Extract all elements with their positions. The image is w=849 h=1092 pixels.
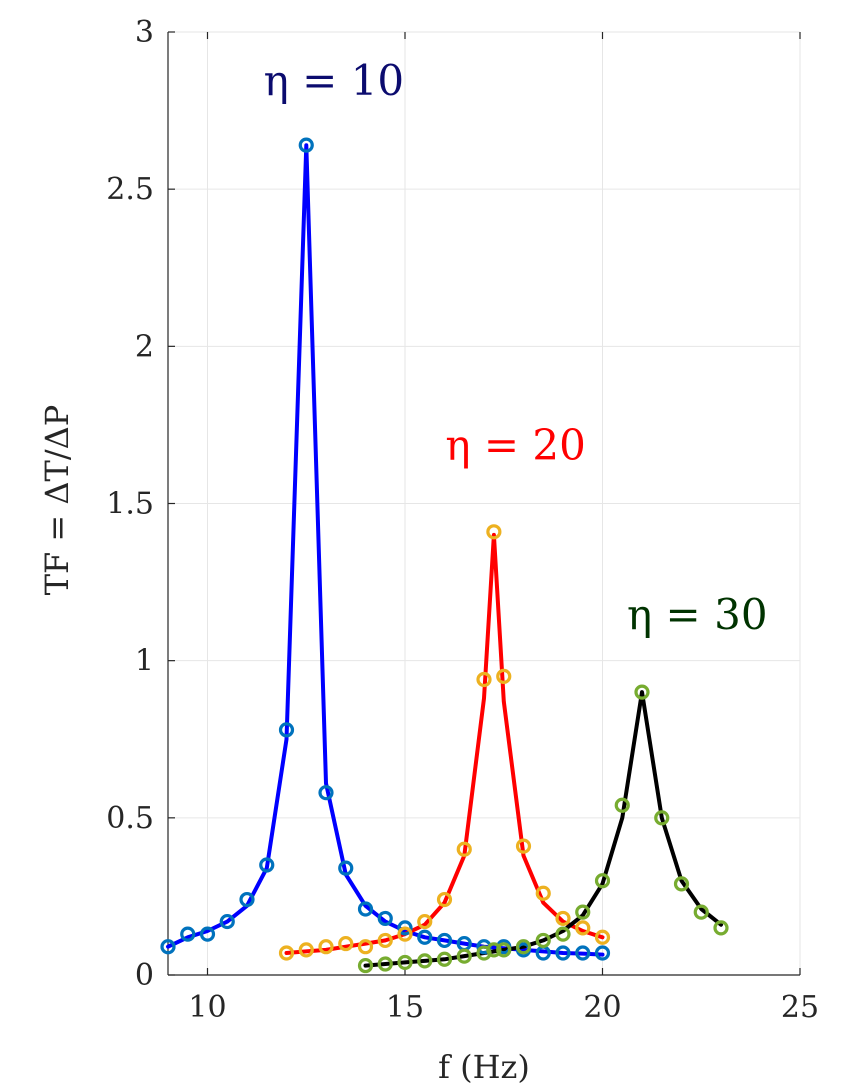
y-axis-label: TF = ΔT/ΔP [38, 405, 76, 596]
data-point [278, 945, 295, 961]
x-tick-label: 20 [583, 990, 621, 1025]
data-point [397, 926, 413, 942]
data-point [555, 926, 571, 942]
grid [168, 31, 801, 976]
eta-annotation: η = 20 [445, 420, 586, 469]
data-point [160, 939, 176, 955]
data-point [298, 137, 314, 153]
data-point [515, 838, 532, 854]
x-tick-label: 10 [188, 990, 226, 1025]
series-line [363, 690, 723, 968]
data-point [180, 926, 196, 942]
x-axis-label: f (Hz) [438, 1048, 530, 1086]
data-point [496, 668, 512, 684]
data-point [476, 671, 492, 688]
data-point [673, 876, 690, 892]
data-point [436, 932, 453, 949]
data-point [575, 904, 591, 920]
data-point [515, 939, 532, 955]
data-point [338, 935, 354, 952]
y-tick-label: 0.5 [106, 801, 154, 836]
data-point [357, 957, 374, 974]
data-point [417, 953, 433, 969]
y-tick-label: 3 [135, 15, 154, 50]
x-tick-label: 25 [781, 990, 819, 1025]
y-tick-label: 1.5 [106, 487, 154, 522]
eta-annotation: η = 10 [264, 56, 405, 105]
data-point [456, 948, 472, 964]
annotations: η = 10 η = 20 η = 30 [264, 56, 768, 639]
data-point [219, 913, 235, 930]
y-tick-label: 2 [135, 329, 154, 364]
data-point [417, 929, 433, 945]
data-point [377, 910, 393, 927]
data-point [259, 857, 275, 873]
data-point [594, 873, 611, 889]
data-point [278, 722, 295, 738]
data-point [594, 945, 611, 961]
y-tick-label: 2.5 [106, 172, 154, 207]
data-point [357, 901, 374, 917]
eta-annotation: η = 30 [627, 590, 768, 639]
series-line [284, 532, 605, 955]
data-point [575, 945, 591, 961]
data-point [555, 945, 571, 961]
data-point [338, 860, 354, 876]
data-point [377, 956, 393, 972]
data-point [417, 913, 433, 930]
data-point [298, 942, 314, 958]
x-tick-label: 15 [386, 990, 424, 1025]
data-point [377, 932, 393, 949]
data-point [397, 954, 413, 971]
axes [167, 31, 801, 976]
data-point [713, 920, 729, 936]
data-point [456, 841, 472, 857]
data-point [496, 942, 512, 958]
data-point [199, 926, 216, 942]
y-tick-label: 1 [135, 644, 154, 679]
data-point [318, 785, 334, 801]
data-point [575, 920, 591, 936]
tick-labels: 10 15 20 25 0 0.5 1 1.5 2 2.5 3 [106, 15, 819, 1025]
data-point [397, 920, 413, 936]
data-point [239, 891, 255, 908]
data-point [486, 524, 502, 540]
data-point [614, 797, 630, 813]
data-point [594, 929, 611, 945]
data-point [436, 951, 453, 967]
data-point [535, 885, 551, 901]
data-point [693, 904, 709, 920]
data-point [555, 910, 571, 927]
data-point [486, 942, 502, 958]
data-point [318, 939, 334, 955]
data-point [654, 810, 670, 826]
data-point [436, 891, 453, 908]
data-point [535, 932, 551, 949]
y-tick-label: 0 [135, 958, 154, 993]
data-point [357, 939, 374, 955]
series-line [166, 143, 605, 957]
series [160, 137, 729, 974]
data-point [634, 684, 650, 700]
